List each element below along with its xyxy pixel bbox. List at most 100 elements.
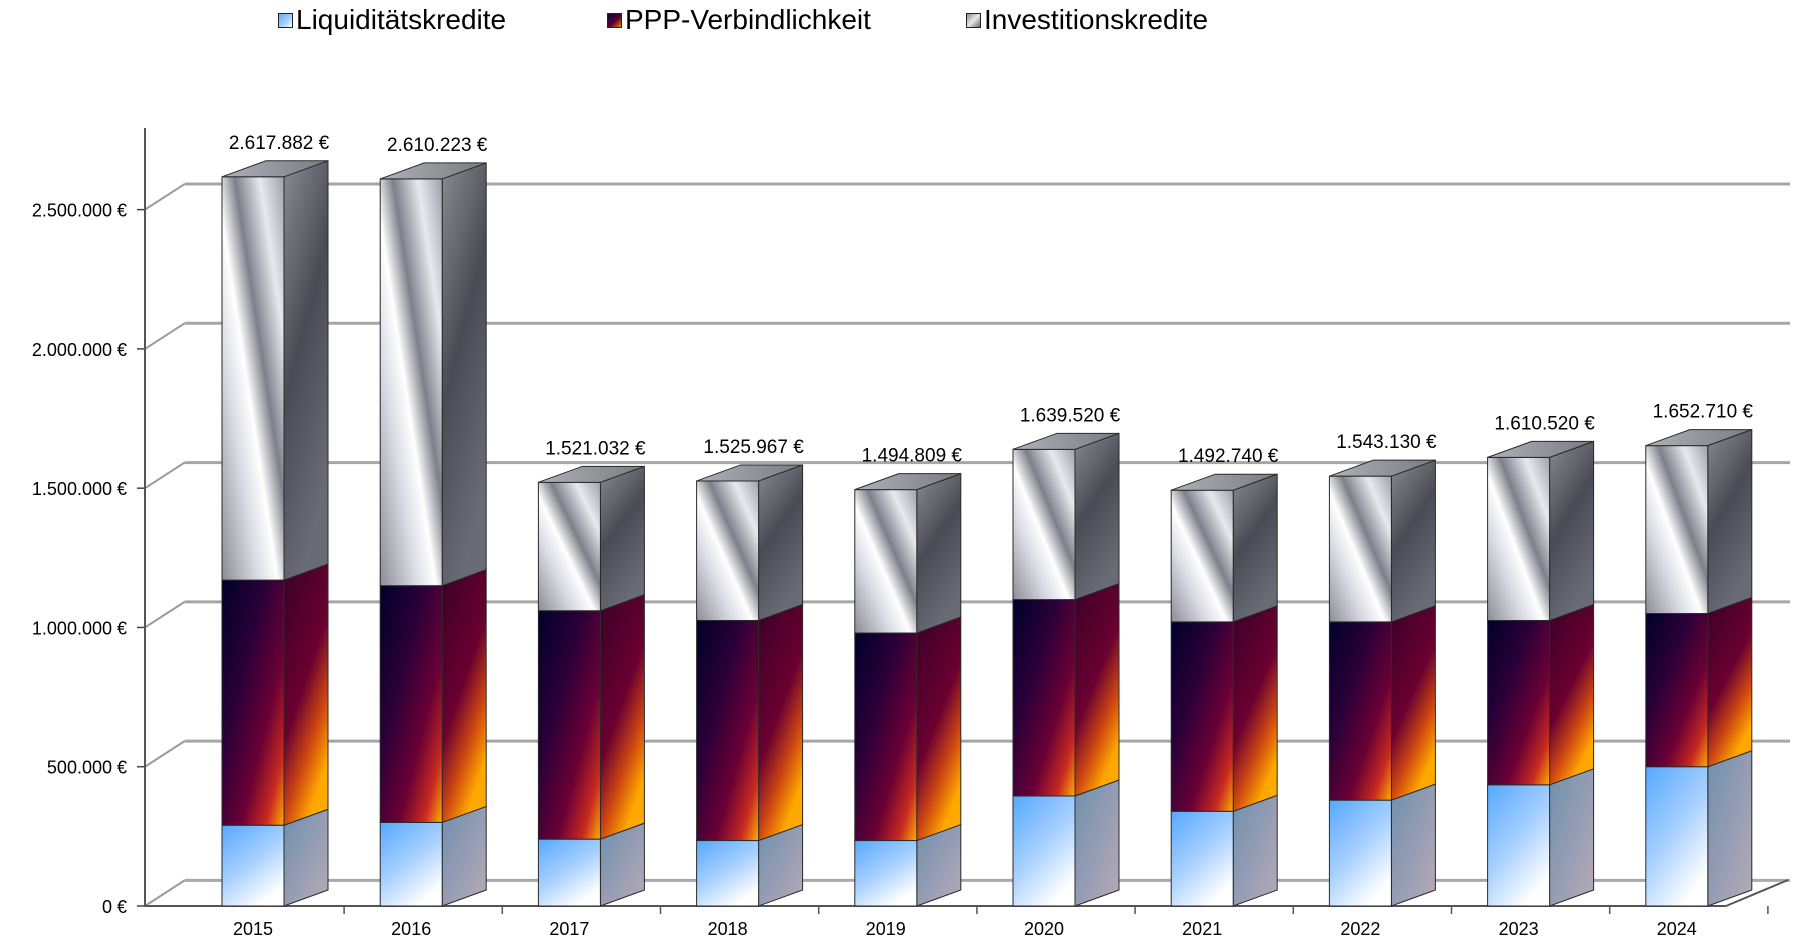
bar-2019-investitionskredite-side (916, 472, 962, 634)
bar-2023-investitionskredite-side (1549, 440, 1595, 622)
total-label: 2.610.223 € (387, 135, 488, 156)
bar-2019-liquidit-tskredite (854, 840, 918, 907)
bar-2019-ppp-verbindlichkeit (854, 632, 918, 842)
bar-2015-ppp-verbindlichkeit (221, 579, 285, 826)
bar-2022-liquidit-tskredite (1328, 799, 1392, 907)
bar-2019-top (854, 473, 961, 491)
bar-2023-top (1487, 440, 1594, 458)
y-tick-label: 0 € (102, 897, 127, 917)
bar-2018-investitionskredite-side (758, 464, 804, 622)
labels: 0 € 500.000 € 1.000.000 € 1.500.000 € 2.000.… (32, 133, 1754, 939)
x-tick-label: 2020 (1024, 919, 1064, 939)
bar-2021-investitionskredite (1170, 489, 1234, 623)
bar-2024-ppp-verbindlichkeit (1645, 613, 1709, 768)
bar-2023-ppp-verbindlichkeit-side (1549, 603, 1595, 786)
bar-2021-investitionskredite-side (1232, 473, 1278, 623)
bar-2024-investitionskredite-side (1707, 428, 1753, 615)
bar-2023-investitionskredite (1487, 456, 1551, 621)
x-tick-label: 2017 (549, 919, 589, 939)
bar-2015-investitionskredite (221, 176, 285, 581)
bar-2022-investitionskredite-side (1390, 459, 1436, 623)
bar-2019-investitionskredite (854, 489, 918, 634)
x-tick-label: 2018 (708, 919, 748, 939)
bars (221, 160, 1753, 907)
grid-diagonal-2000000 (144, 322, 186, 350)
grid-diagonal-0 (144, 879, 186, 907)
bar-2018-liquidit-tskredite (696, 840, 760, 907)
bar-2020-ppp-verbindlichkeit-side (1074, 582, 1120, 797)
legend: Liquiditätskredite PPP-Verbindlichkeit I… (0, 4, 1793, 44)
legend-swatch-investitionskredite (966, 12, 981, 28)
bar-2020-ppp-verbindlichkeit (1012, 599, 1076, 797)
total-label: 1.521.032 € (545, 438, 646, 459)
y-tick-label: 500.000 € (47, 758, 127, 778)
bar-2018-top (696, 464, 803, 482)
total-label: 1.494.809 € (862, 446, 963, 467)
y-tick-label: 1.500.000 € (32, 479, 127, 499)
bar-2018-ppp-verbindlichkeit (696, 619, 760, 842)
bar-2018-investitionskredite (696, 480, 760, 621)
total-label: 1.543.130 € (1336, 432, 1437, 453)
x-tick-label: 2023 (1499, 919, 1539, 939)
bar-2023-ppp-verbindlichkeit (1487, 619, 1551, 786)
bar-2021-liquidit-tskredite (1170, 810, 1234, 907)
bar-2015-investitionskredite-side (283, 160, 329, 581)
legend-item-liquiditaetskredite: Liquiditätskredite (278, 4, 506, 36)
legend-item-investitionskredite: Investitionskredite (966, 4, 1208, 36)
bar-2023-liquidit-tskredite-side (1549, 768, 1595, 907)
bar-2017-investitionskredite-side (599, 465, 645, 612)
bar-2015-top (221, 160, 329, 178)
y-tick-label: 1.000.000 € (32, 618, 127, 638)
total-label: 2.617.882 € (229, 133, 330, 154)
legend-swatch-ppp-verbindlichkeit (607, 12, 622, 28)
total-label: 1.525.967 € (703, 437, 804, 458)
bar-2020-liquidit-tskredite (1012, 795, 1076, 907)
y-tick-label: 2.500.000 € (32, 201, 127, 221)
x-tick-label: 2024 (1657, 919, 1697, 939)
bar-2016-investitionskredite-side (441, 162, 487, 587)
bar-2021-liquidit-tskredite-side (1232, 794, 1278, 907)
grid-diagonal-500000 (144, 740, 186, 768)
grid-diagonal-1000000 (144, 601, 186, 629)
bar-2021-ppp-verbindlichkeit (1170, 621, 1234, 812)
bar-2015-ppp-verbindlichkeit-side (283, 563, 329, 826)
bar-2024-investitionskredite (1645, 445, 1709, 615)
bar-2024-top (1645, 429, 1752, 447)
bar-2023-liquidit-tskredite (1487, 784, 1551, 907)
x-tick-label: 2019 (866, 919, 906, 939)
bar-2022-top (1329, 459, 1436, 477)
total-label: 1.652.710 € (1653, 402, 1754, 423)
bar-2017-investitionskredite (537, 481, 601, 612)
bar-2021-top (1171, 473, 1278, 491)
bar-2020-investitionskredite (1012, 448, 1076, 601)
bar-2024-ppp-verbindlichkeit-side (1707, 596, 1753, 768)
bar-2018-ppp-verbindlichkeit-side (758, 603, 804, 842)
bar-2020-investitionskredite-side (1074, 432, 1120, 601)
bar-2015-liquidit-tskredite (221, 824, 285, 907)
bar-2019-ppp-verbindlichkeit-side (916, 616, 962, 842)
bar-2022-investitionskredite (1328, 475, 1392, 623)
bar-2015-liquidit-tskredite-side (283, 808, 329, 907)
bar-2020-liquidit-tskredite-side (1074, 779, 1120, 907)
bar-2016-ppp-verbindlichkeit (379, 585, 443, 823)
bar-2024-liquidit-tskredite-side (1707, 750, 1753, 907)
legend-swatch-liquiditaetskredite (278, 12, 293, 28)
bar-2016-liquidit-tskredite (379, 821, 443, 907)
bar-2021-ppp-verbindlichkeit-side (1232, 605, 1278, 813)
grid-diagonal-1500000 (144, 461, 186, 490)
legend-label-liquiditaetskredite: Liquiditätskredite (296, 4, 507, 35)
y-tick-label: 2.000.000 € (32, 340, 127, 360)
bar-2016-ppp-verbindlichkeit-side (441, 568, 487, 824)
x-tick-label: 2021 (1182, 919, 1222, 939)
bar-2022-ppp-verbindlichkeit-side (1390, 605, 1436, 801)
x-tick-label: 2015 (233, 919, 273, 939)
x-tick-label: 2016 (391, 919, 431, 939)
bar-2016-top (380, 162, 487, 180)
bar-2016-investitionskredite (379, 178, 443, 587)
legend-label-ppp-verbindlichkeit: PPP-Verbindlichkeit (625, 4, 871, 35)
bar-2017-top (538, 465, 645, 483)
bar-2017-liquidit-tskredite (537, 838, 601, 907)
bar-2024-liquidit-tskredite (1645, 766, 1709, 907)
